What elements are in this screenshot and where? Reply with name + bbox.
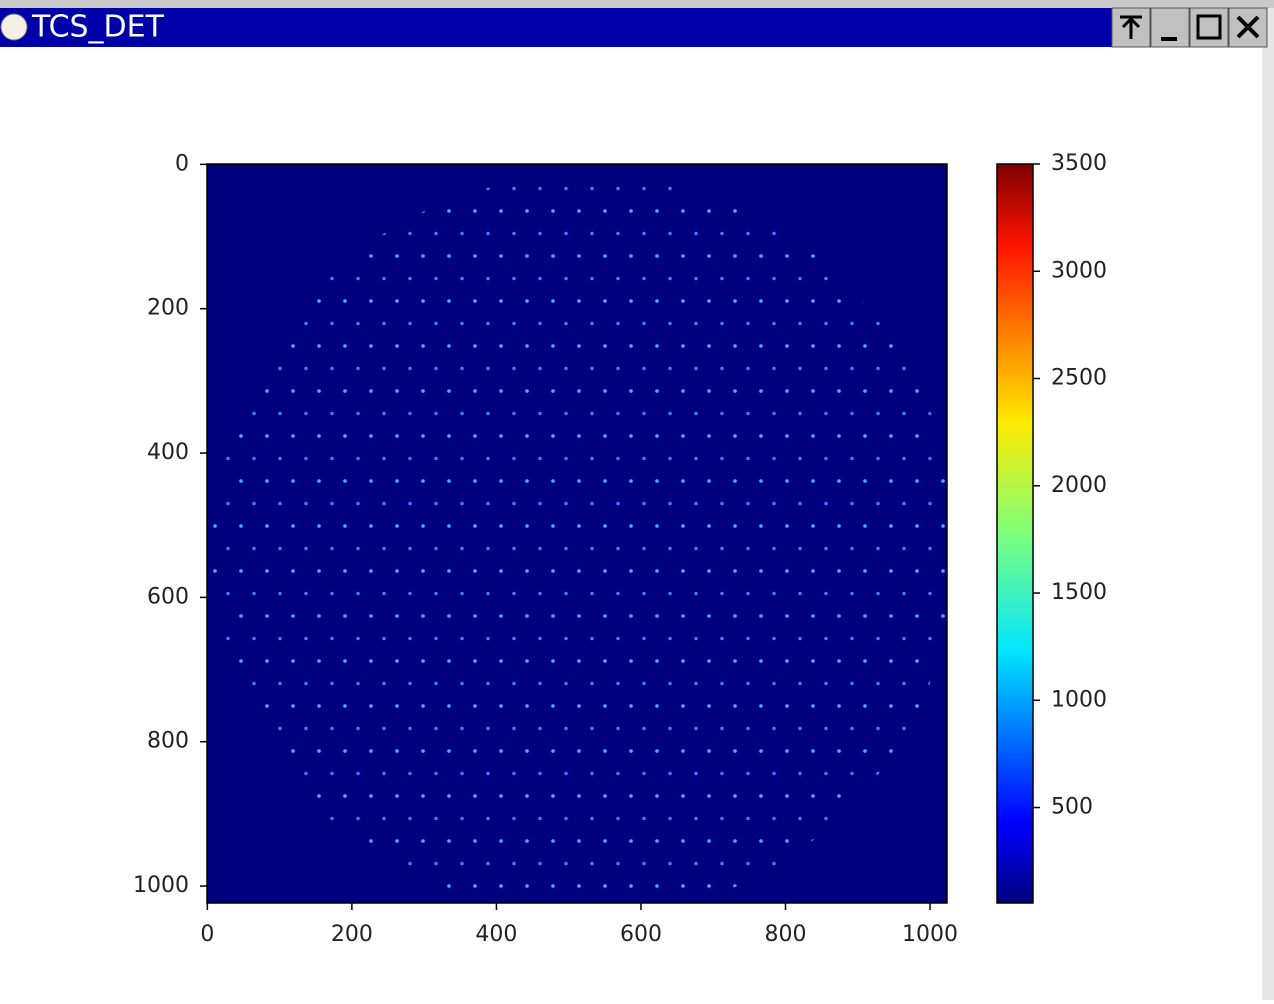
y-tick-label: 800 (147, 729, 189, 754)
y-tick-label: 600 (147, 584, 189, 609)
colorbar-tick-label: 3500 (1051, 151, 1107, 176)
app-icon (0, 13, 28, 41)
colorbar-tick-label: 2500 (1051, 366, 1107, 391)
colorbar-tick-label: 1000 (1051, 687, 1107, 712)
colorbar-tick-label: 1500 (1051, 580, 1107, 605)
x-tick-label: 800 (764, 922, 806, 947)
colorbar-tick-label: 3000 (1051, 258, 1107, 283)
x-tick-label: 1000 (902, 922, 958, 947)
x-tick-label: 200 (331, 922, 373, 947)
window-frame (1262, 8, 1274, 1000)
colorbar (996, 163, 1034, 904)
y-tick-label: 400 (147, 440, 189, 465)
window-title: TCS_DET (31, 10, 165, 45)
colorbar-tick-label: 2000 (1051, 473, 1107, 498)
title-bar (0, 8, 1112, 47)
x-tick-label: 400 (475, 922, 517, 947)
x-tick-label: 0 (200, 922, 214, 947)
x-tick-label: 600 (620, 922, 662, 947)
minimize-button[interactable] (1150, 7, 1190, 48)
colorbar-tick-label: 500 (1051, 795, 1093, 820)
window-frame (0, 0, 1274, 8)
y-tick-label: 200 (147, 296, 189, 321)
image-spots (212, 175, 947, 903)
y-tick-label: 1000 (133, 873, 189, 898)
window-buttons (1111, 7, 1268, 48)
maximize-button[interactable] (1189, 7, 1229, 48)
axes-frame (206, 163, 948, 904)
y-tick-label: 0 (175, 151, 189, 176)
